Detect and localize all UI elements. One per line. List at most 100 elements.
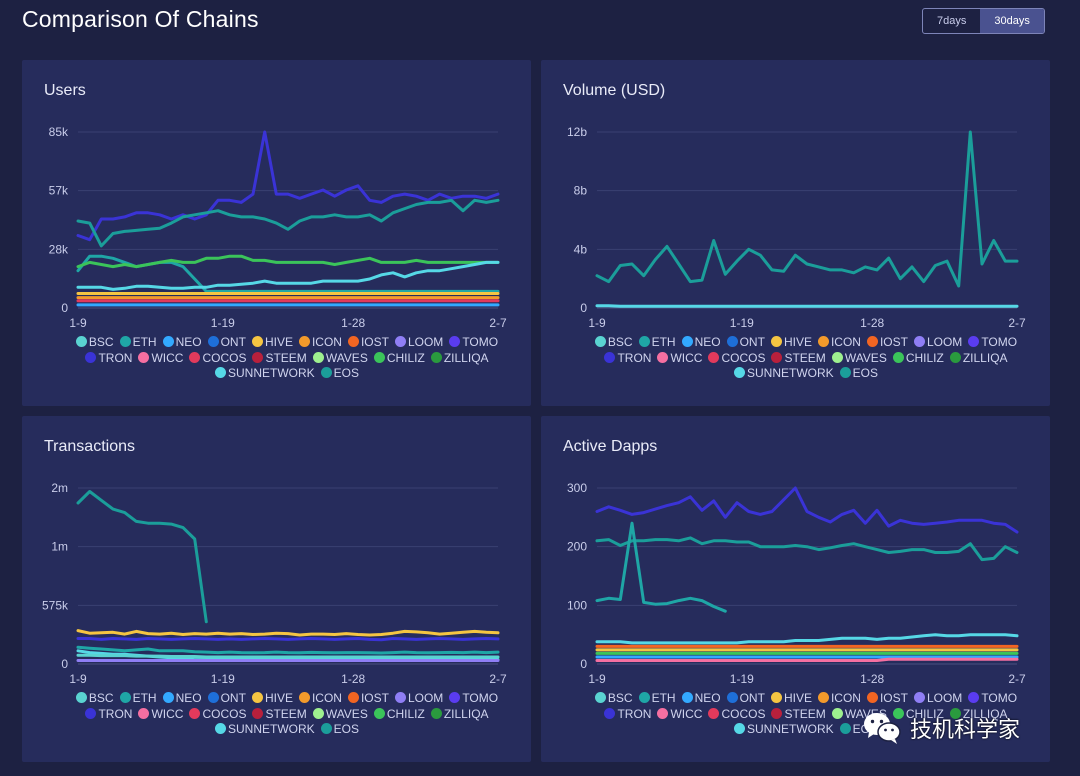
legend-item-ont[interactable]: ONT (726, 691, 765, 707)
legend-item-bsc[interactable]: BSC (75, 691, 114, 707)
legend-label: WICC (151, 350, 184, 365)
legend-item-eth[interactable]: ETH (119, 691, 157, 707)
range-7days-button[interactable]: 7days (937, 15, 967, 27)
legend-item-tomo[interactable]: TOMO (449, 691, 498, 707)
legend-item-cocos[interactable]: COCOS (189, 707, 246, 723)
legend-item-eos[interactable]: EOS (320, 722, 359, 738)
users-chart: 0 28k 57k 85k 1-9 1-19 1-28 2-7 (49, 125, 507, 330)
legend-item-iost[interactable]: IOST (866, 691, 908, 707)
legend-label: NEO (175, 335, 202, 349)
x-tick-label: 1-19 (211, 672, 235, 686)
legend-item-zilliqa[interactable]: ZILLIQA (430, 707, 489, 723)
legend-dot-icon (252, 707, 264, 719)
legend-item-bsc[interactable]: BSC (594, 335, 633, 351)
legend-item-zilliqa[interactable]: ZILLIQA (949, 351, 1008, 367)
legend-dot-icon (968, 336, 980, 347)
legend-item-loom[interactable]: LOOM (913, 691, 962, 707)
legend-item-wicc[interactable]: WICC (138, 351, 183, 367)
legend-label: HIVE (783, 691, 812, 705)
legend-item-loom[interactable]: LOOM (394, 335, 443, 351)
legend-item-neo[interactable]: NEO (681, 335, 721, 351)
legend-item-zilliqa[interactable]: ZILLIQA (430, 351, 489, 367)
legend-item-loom[interactable]: LOOM (394, 691, 443, 707)
legend-item-eos[interactable]: EOS (839, 366, 878, 382)
legend-item-wicc[interactable]: WICC (657, 707, 702, 723)
legend-item-steem[interactable]: STEEM (771, 707, 826, 723)
legend-item-eos[interactable]: EOS (320, 366, 359, 382)
legend-item-waves[interactable]: WAVES (831, 351, 887, 367)
legend-item-sunnetwork[interactable]: SUNNETWORK (733, 722, 834, 738)
legend-item-hive[interactable]: HIVE (770, 691, 812, 707)
legend-item-icon[interactable]: ICON (817, 691, 861, 707)
legend-item-hive[interactable]: HIVE (770, 335, 812, 351)
legend-item-wicc[interactable]: WICC (657, 351, 702, 367)
legend-label: HIVE (264, 335, 293, 349)
y-tick-label: 0 (580, 657, 587, 671)
legend-item-neo[interactable]: NEO (162, 335, 202, 351)
legend-item-tron[interactable]: TRON (85, 707, 132, 723)
legend-item-tron[interactable]: TRON (604, 707, 651, 723)
legend-label: CHILIZ (905, 350, 944, 365)
legend-label: ETH (132, 691, 157, 705)
legend-item-bsc[interactable]: BSC (75, 335, 114, 351)
legend-item-eth[interactable]: ETH (638, 691, 676, 707)
y-tick-label: 575k (42, 598, 69, 612)
legend-item-tron[interactable]: TRON (604, 351, 651, 367)
legend-item-chiliz[interactable]: CHILIZ (373, 351, 425, 367)
legend-item-iost[interactable]: IOST (347, 335, 389, 351)
legend-item-wicc[interactable]: WICC (138, 707, 183, 723)
legend-label: SUNNETWORK (227, 722, 315, 736)
legend-item-hive[interactable]: HIVE (251, 335, 293, 351)
legend-item-steem[interactable]: STEEM (771, 351, 826, 367)
y-tick-label: 1m (51, 540, 68, 554)
legend-item-ont[interactable]: ONT (726, 335, 765, 351)
legend-item-tomo[interactable]: TOMO (449, 335, 498, 351)
legend-item-neo[interactable]: NEO (681, 691, 721, 707)
range-30days-button[interactable]: 30days (980, 9, 1044, 33)
legend-item-tomo[interactable]: TOMO (968, 335, 1017, 351)
legend-item-ont[interactable]: ONT (207, 691, 246, 707)
legend-item-waves[interactable]: WAVES (312, 707, 368, 723)
legend-item-waves[interactable]: WAVES (312, 351, 368, 367)
legend-label: HIVE (264, 691, 293, 705)
legend-label: BSC (88, 691, 114, 705)
legend-item-eth[interactable]: ETH (119, 335, 157, 351)
legend-item-eth[interactable]: ETH (638, 335, 676, 351)
legend-label: COCOS (721, 706, 766, 721)
legend-item-zilliqa[interactable]: ZILLIQA (949, 707, 1008, 723)
legend-dot-icon (913, 692, 925, 703)
legend-dot-icon (770, 692, 782, 703)
legend-item-cocos[interactable]: COCOS (708, 351, 765, 367)
legend-item-sunnetwork[interactable]: SUNNETWORK (733, 366, 834, 382)
legend-item-cocos[interactable]: COCOS (189, 351, 246, 367)
legend-item-hive[interactable]: HIVE (251, 691, 293, 707)
legend-dot-icon (771, 707, 783, 719)
legend-label: BSC (607, 335, 633, 349)
legend-item-steem[interactable]: STEEM (252, 707, 307, 723)
legend-item-icon[interactable]: ICON (817, 335, 861, 351)
legend-item-icon[interactable]: ICON (298, 335, 342, 351)
legend-item-iost[interactable]: IOST (866, 335, 908, 351)
legend-item-loom[interactable]: LOOM (913, 335, 962, 351)
series-line-eos (595, 536, 1019, 562)
legend-item-tron[interactable]: TRON (85, 351, 132, 367)
legend-item-bsc[interactable]: BSC (594, 691, 633, 707)
legend-dot-icon (771, 351, 783, 363)
legend-item-steem[interactable]: STEEM (252, 351, 307, 367)
legend-item-chiliz[interactable]: CHILIZ (892, 350, 944, 367)
legend-item-iost[interactable]: IOST (347, 691, 389, 707)
legend-item-neo[interactable]: NEO (162, 691, 202, 707)
legend-item-sunnetwork[interactable]: SUNNETWORK (214, 722, 315, 738)
legend-item-tomo[interactable]: TOMO (968, 691, 1017, 707)
legend-item-cocos[interactable]: COCOS (708, 707, 765, 723)
legend-item-icon[interactable]: ICON (298, 691, 342, 707)
series-line-sunnetwork (76, 260, 500, 291)
volume-chart: 0 4b 8b 12b 1-9 1-19 1-28 2-7 (567, 125, 1026, 330)
legend-item-ont[interactable]: ONT (207, 335, 246, 351)
legend-label: TRON (617, 350, 652, 365)
legend-item-sunnetwork[interactable]: SUNNETWORK (214, 366, 315, 382)
legend-item-chiliz[interactable]: CHILIZ (892, 707, 944, 723)
legend-dot-icon (347, 692, 359, 703)
y-tick-label: 85k (49, 125, 69, 139)
legend-item-chiliz[interactable]: CHILIZ (373, 707, 425, 723)
